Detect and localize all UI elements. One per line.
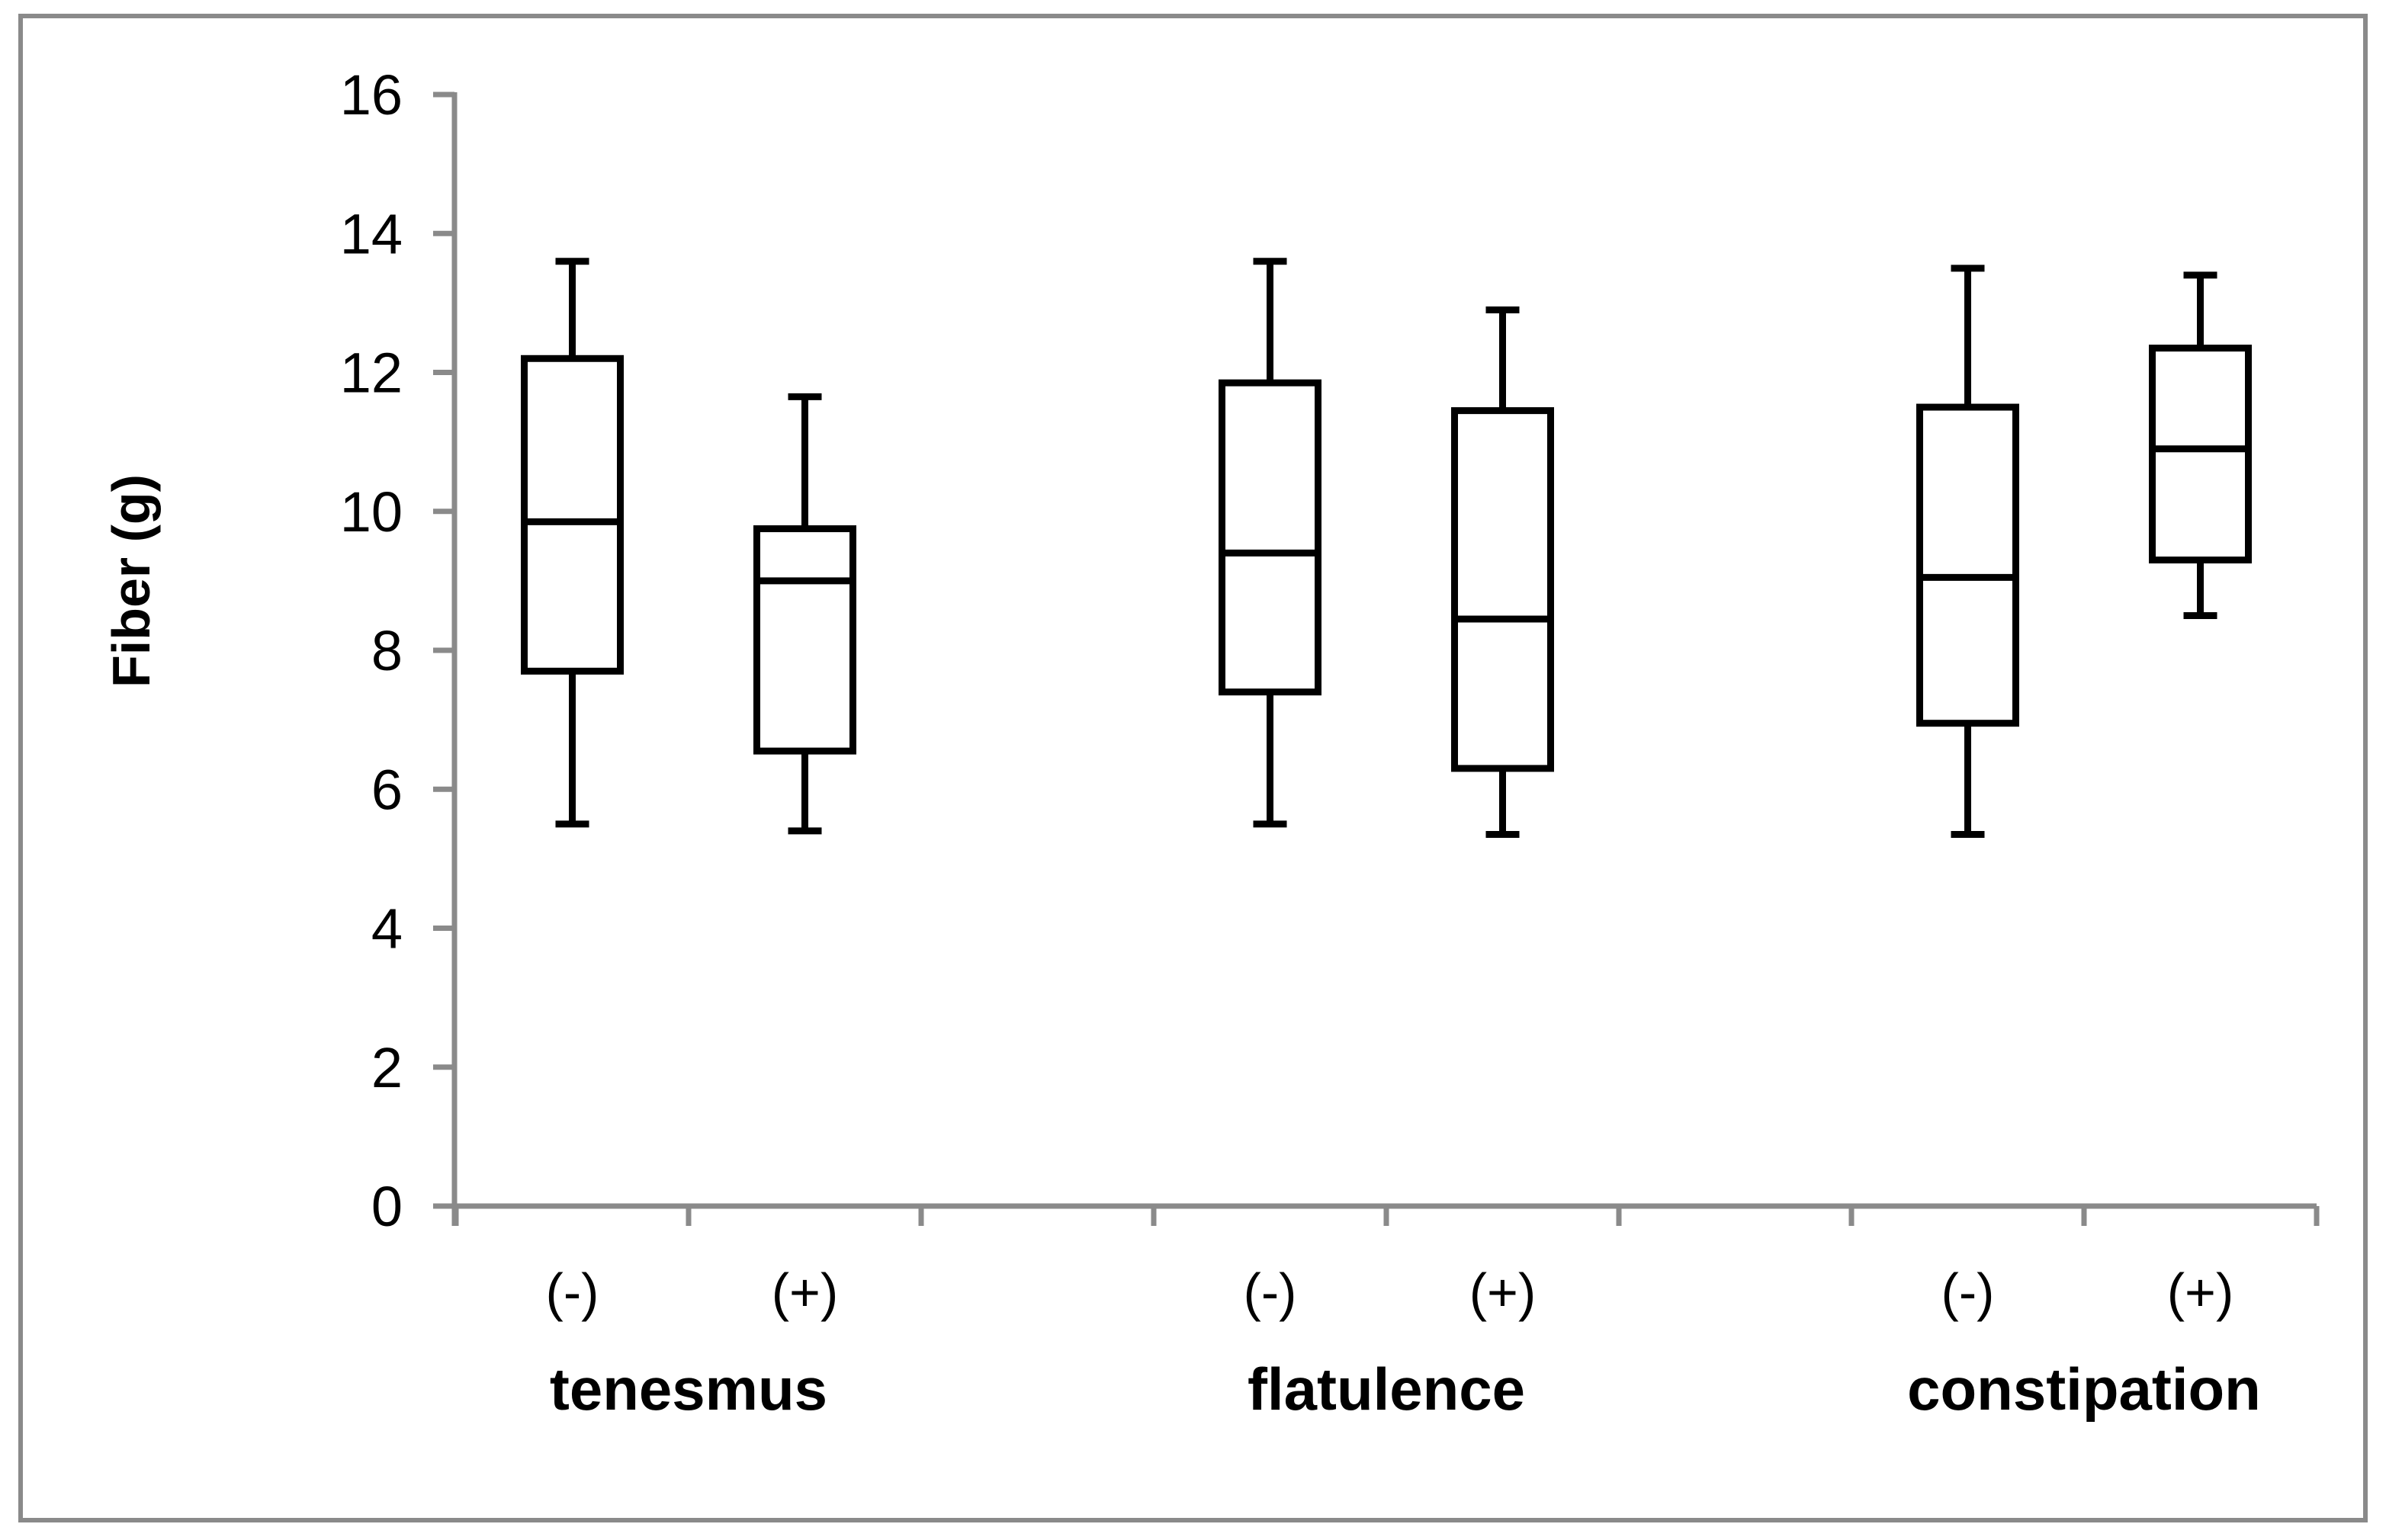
y-tick-label-4: 4 xyxy=(371,897,403,961)
y-tick-label-12: 12 xyxy=(340,342,403,405)
group-label-flatulence: flatulence xyxy=(1248,1356,1525,1423)
x-label-tenesmus-plus: (+) xyxy=(772,1262,839,1322)
figure-border xyxy=(18,14,2368,1522)
x-label-constipation-minus: (-) xyxy=(1941,1262,1995,1322)
x-label-flatulence-minus: (-) xyxy=(1244,1262,1297,1322)
x-label-constipation-plus: (+) xyxy=(2167,1262,2234,1322)
y-tick-label-0: 0 xyxy=(371,1175,403,1238)
box-tenesmus-minus xyxy=(521,258,624,828)
box-constipation-minus xyxy=(1916,265,2019,838)
box-flatulence-minus xyxy=(1219,258,1321,828)
y-axis: 0 2 4 6 8 10 12 14 16 xyxy=(340,63,458,1238)
y-tick-label-14: 14 xyxy=(340,202,403,265)
y-axis-title: Fiber (g) xyxy=(101,474,161,688)
x-label-tenesmus-minus: (-) xyxy=(546,1262,599,1322)
group-label-constipation: constipation xyxy=(1907,1356,2261,1423)
x-axis xyxy=(433,1203,2320,1226)
iqr-box-tenesmus-minus xyxy=(521,355,624,675)
y-tick-label-10: 10 xyxy=(340,480,403,544)
box-series xyxy=(521,258,2252,838)
x-group-labels: tenesmus flatulence constipation xyxy=(550,1356,2261,1423)
iqr-box-tenesmus-plus xyxy=(753,525,856,755)
box-constipation-plus xyxy=(2149,271,2252,619)
iqr-box-flatulence-plus xyxy=(1451,407,1554,772)
x-label-flatulence-plus: (+) xyxy=(1469,1262,1537,1322)
iqr-box-constipation-minus xyxy=(1916,403,2019,727)
iqr-box-constipation-plus xyxy=(2149,345,2252,564)
x-category-labels: (-) (+) (-) (+) (-) (+) xyxy=(546,1262,2234,1322)
group-label-tenesmus: tenesmus xyxy=(550,1356,827,1423)
y-tick-label-8: 8 xyxy=(371,619,403,682)
y-tick-label-6: 6 xyxy=(371,758,403,821)
y-tick-label-16: 16 xyxy=(340,63,403,127)
box-tenesmus-plus xyxy=(753,393,856,835)
iqr-box-flatulence-minus xyxy=(1219,379,1321,696)
box-flatulence-plus xyxy=(1451,306,1554,838)
y-tick-label-2: 2 xyxy=(371,1036,403,1099)
